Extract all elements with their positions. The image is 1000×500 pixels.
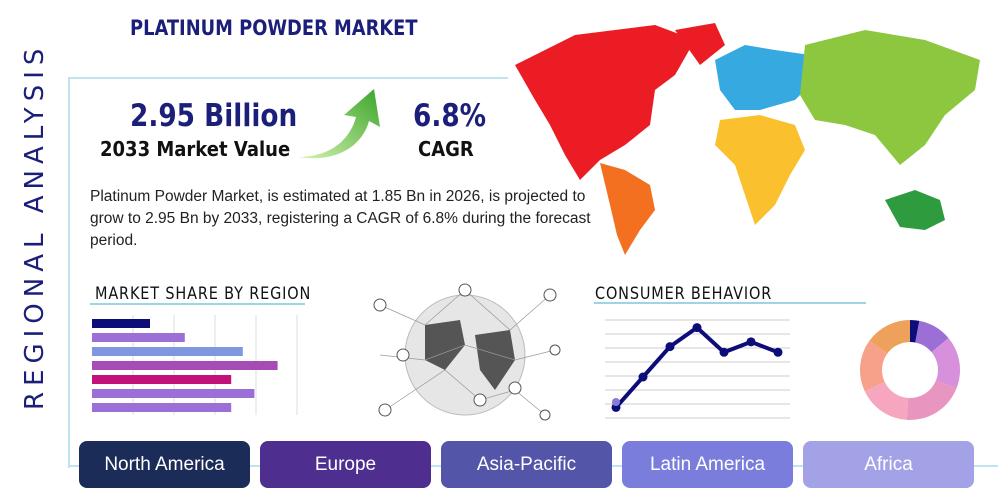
cagr-value: 6.8% [413, 98, 487, 134]
market-value: 2.95 Billion [130, 98, 298, 134]
donut-slice [906, 380, 957, 420]
donut-slice [910, 320, 920, 343]
region-button-europe[interactable]: Europe [260, 441, 431, 488]
market-share-heading: MARKET SHARE BY REGION [95, 284, 312, 304]
region-button-asia-pacific[interactable]: Asia-Pacific [441, 441, 612, 488]
consumer-behavior-heading: CONSUMER BEHAVIOR [595, 284, 773, 304]
heading-underline [90, 303, 305, 305]
donut-slice [915, 320, 949, 353]
donut-slice [860, 340, 888, 392]
donut-slice [931, 338, 960, 389]
cagr-label: CAGR [418, 137, 474, 161]
market-share-bar-chart [92, 315, 298, 415]
page-title: PLATINUM POWDER MARKET [130, 16, 418, 40]
world-map [515, 23, 980, 255]
description: Platinum Powder Market, is estimated at … [90, 188, 591, 249]
data-point [719, 347, 729, 357]
bar [92, 361, 278, 370]
consumer-behavior-donut-chart [860, 320, 960, 420]
data-point [773, 347, 783, 357]
market-value-label: 2033 Market Value [100, 137, 291, 161]
frame-line [68, 77, 508, 79]
region-button-latin-america[interactable]: Latin America [622, 441, 793, 488]
donut-slice [864, 381, 909, 420]
donut-slice [869, 320, 910, 354]
frame-line [68, 78, 70, 468]
bar [92, 403, 232, 412]
network-globe-image [373, 283, 561, 421]
growth-arrow-icon [298, 89, 380, 159]
bar [92, 389, 255, 398]
data-point [638, 372, 648, 382]
bar [92, 333, 185, 342]
consumer-behavior-line-chart [605, 319, 790, 419]
data-point [692, 323, 702, 333]
bar [92, 319, 150, 328]
data-point [665, 342, 675, 352]
data-point [746, 337, 756, 347]
heading-underline [594, 302, 866, 304]
data-point [612, 398, 620, 406]
bar [92, 375, 232, 384]
bar [92, 347, 243, 356]
region-button-north-america[interactable]: North America [79, 441, 250, 488]
side-label: REGIONAL ANALYSIS [20, 42, 50, 410]
region-button-africa[interactable]: Africa [803, 441, 974, 488]
